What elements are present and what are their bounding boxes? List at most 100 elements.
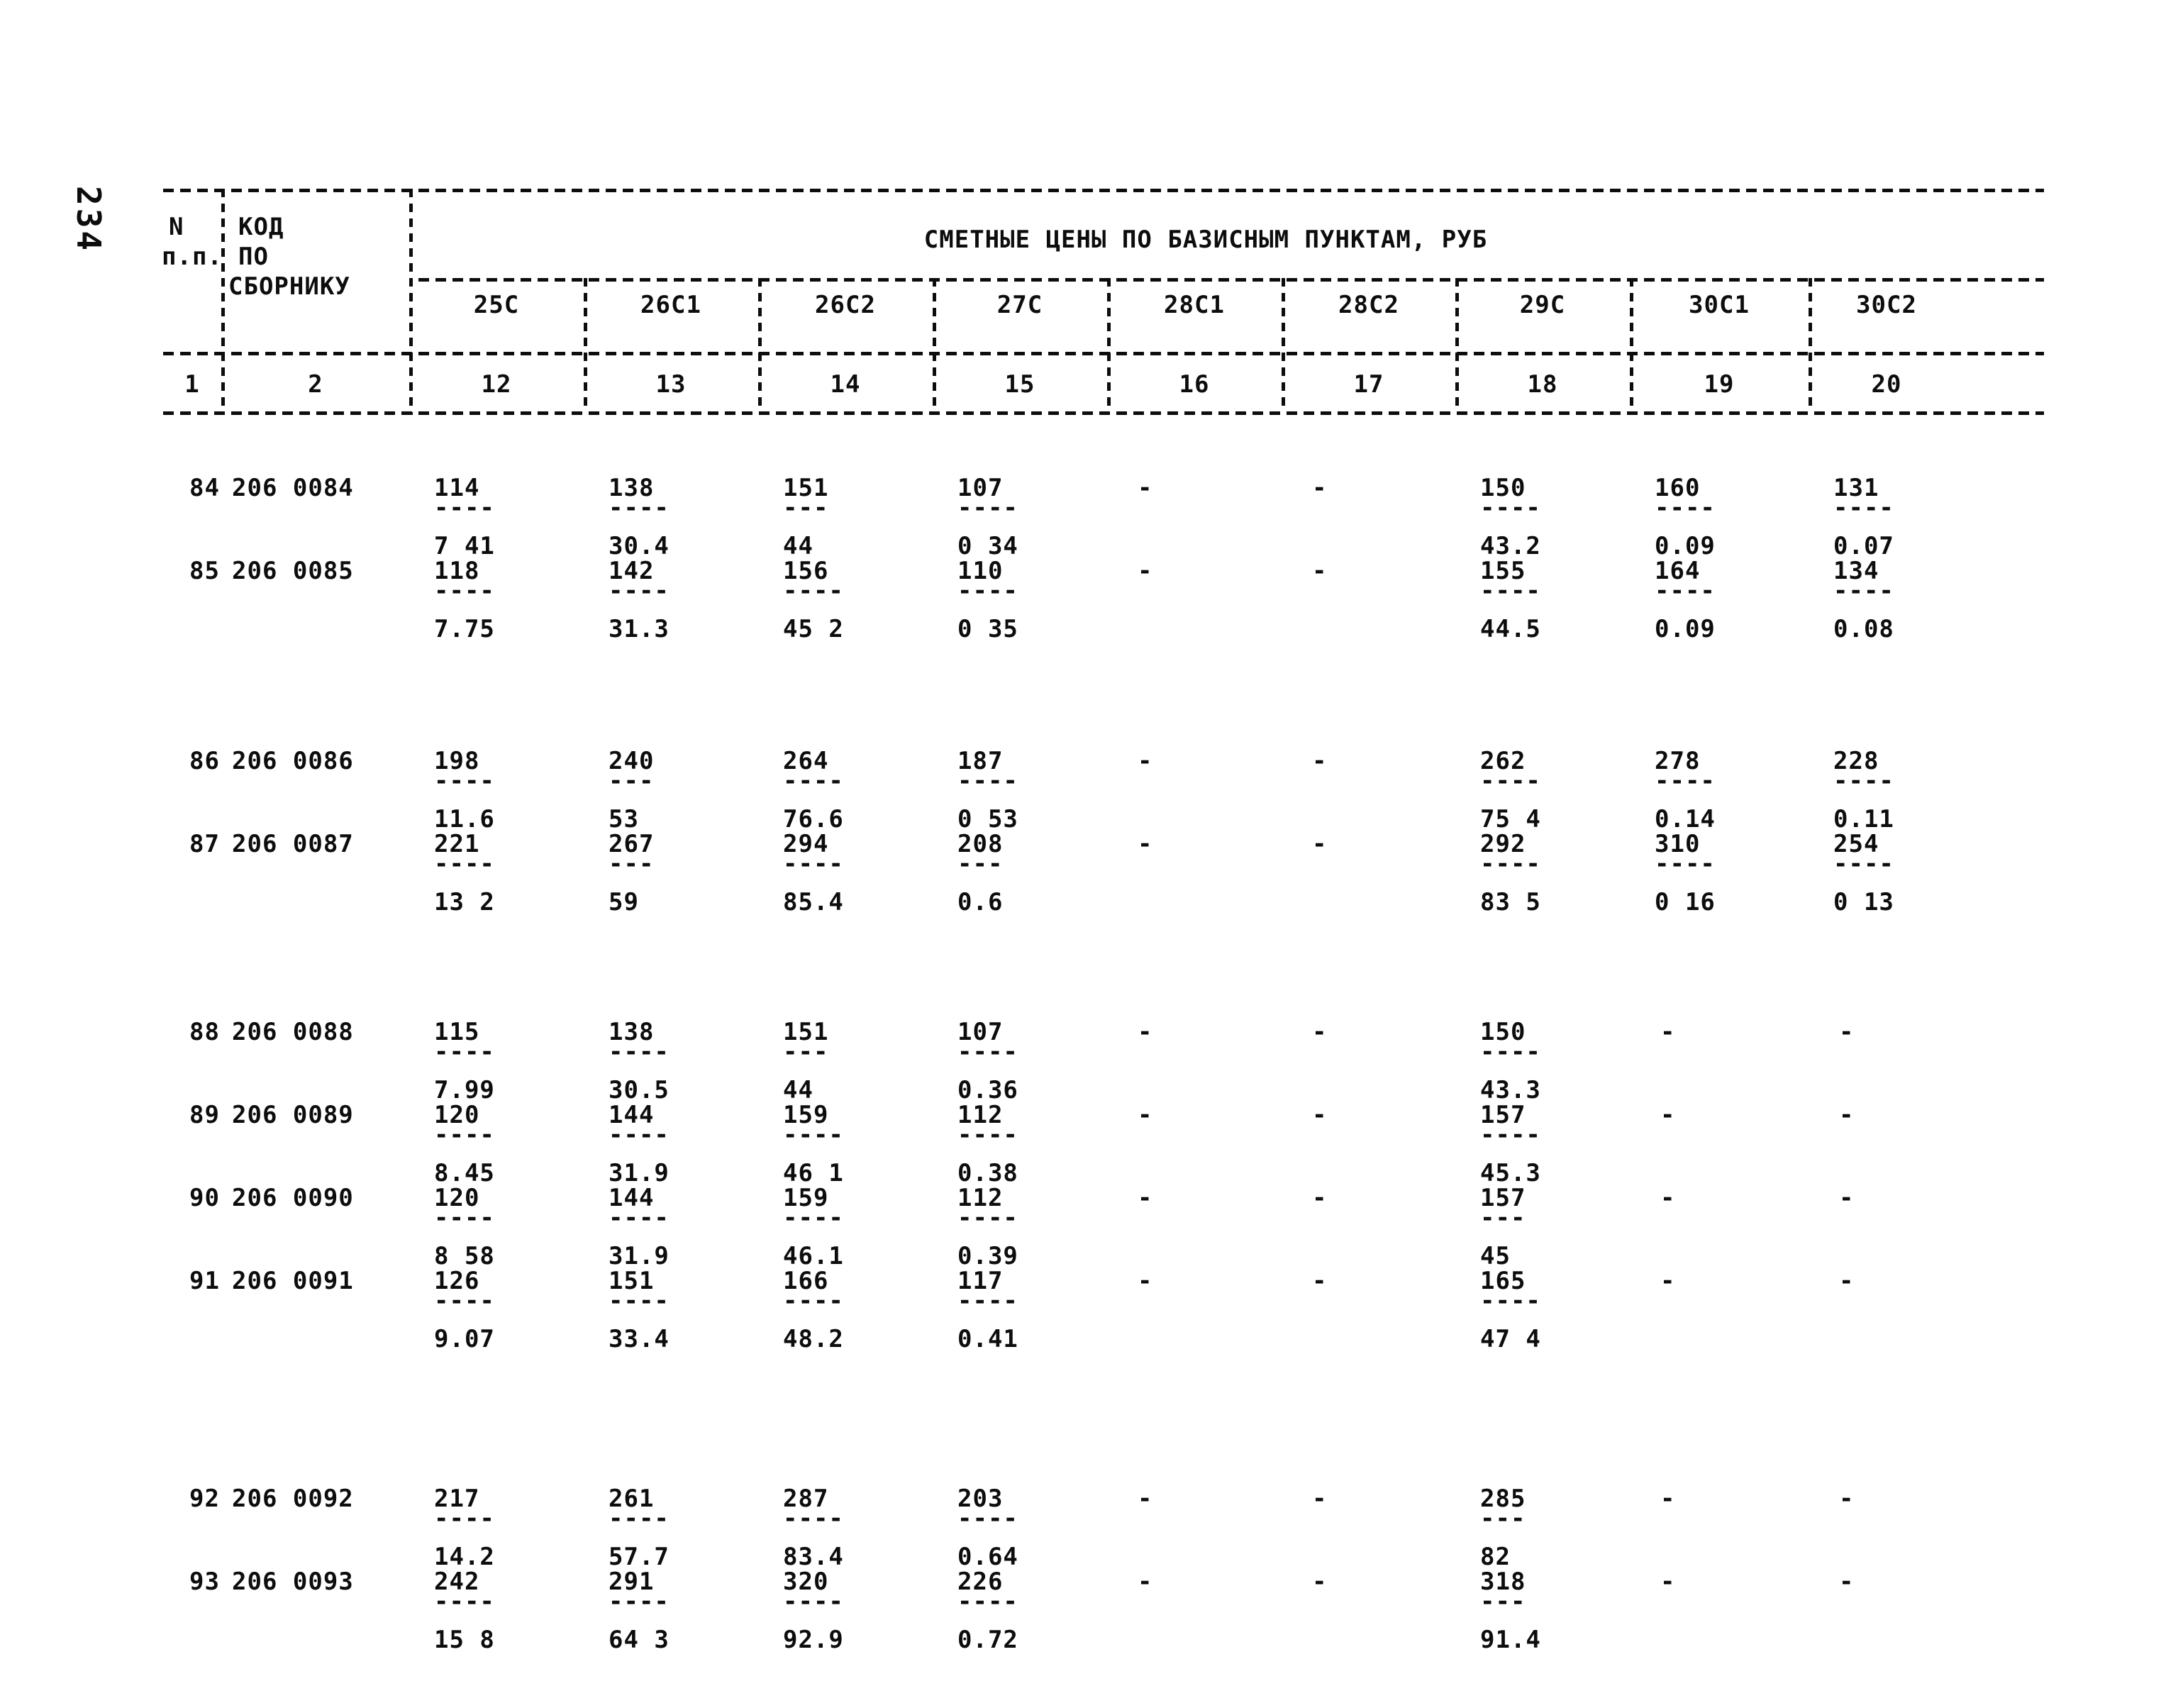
price-column-divider bbox=[1630, 278, 1633, 411]
price-denominator: 33.4 bbox=[609, 1325, 670, 1353]
header-code-line2: ПО bbox=[238, 243, 269, 271]
price-numerator: 134 bbox=[1833, 557, 1879, 585]
price-numerator: 159 bbox=[783, 1101, 829, 1129]
price-numerator: 112 bbox=[957, 1101, 1004, 1129]
price-column-divider bbox=[1107, 278, 1111, 411]
header-bottom-border bbox=[163, 352, 2044, 355]
price-denominator: 7.75 bbox=[434, 615, 495, 643]
column-index-number: 20 bbox=[1871, 370, 1902, 399]
price-denominator: 53 bbox=[609, 805, 639, 833]
row-number: 93 bbox=[189, 1568, 220, 1596]
empty-value-dash: - bbox=[1138, 1018, 1153, 1046]
price-denominator: 0 16 bbox=[1655, 888, 1716, 916]
row-number: 86 bbox=[189, 747, 220, 775]
empty-value-dash: - bbox=[1138, 557, 1153, 585]
price-denominator: 83.4 bbox=[783, 1543, 844, 1571]
empty-value-dash: - bbox=[1312, 1568, 1328, 1596]
table-row: 86 206 0086 198 ---- 11.6 240 --- 53 264 ---- 76.6… bbox=[0, 747, 2183, 841]
price-numerator: 112 bbox=[957, 1184, 1004, 1212]
fraction-line: ---- bbox=[434, 577, 495, 605]
table-row: 88 206 0088 115 ---- 7.99 138 ---- 30.5 151 --- 44… bbox=[0, 1018, 2183, 1111]
price-numerator: 157 bbox=[1480, 1101, 1526, 1129]
price-numerator: 126 bbox=[434, 1267, 480, 1295]
price-column-label: 27С bbox=[996, 291, 1043, 319]
price-numerator: 208 bbox=[957, 830, 1004, 858]
fraction-line: --- bbox=[1480, 1204, 1526, 1232]
empty-value-dash: - bbox=[1138, 747, 1153, 775]
fraction-line: ---- bbox=[1480, 767, 1541, 795]
price-denominator: 44 bbox=[783, 1076, 813, 1104]
price-numerator: 164 bbox=[1655, 557, 1701, 585]
price-column-label: 28С1 bbox=[1164, 291, 1225, 319]
price-denominator: 0 13 bbox=[1833, 888, 1894, 916]
fraction-line: ---- bbox=[957, 577, 1018, 605]
empty-value-dash: - bbox=[1138, 830, 1153, 858]
price-numerator: 291 bbox=[609, 1568, 655, 1596]
price-numerator: 240 bbox=[609, 747, 655, 775]
fraction-line: ---- bbox=[1655, 767, 1716, 795]
row-number: 91 bbox=[189, 1267, 220, 1295]
fraction-line: ---- bbox=[434, 767, 495, 795]
fraction-line: ---- bbox=[783, 1287, 844, 1315]
price-numerator: 131 bbox=[1833, 474, 1879, 502]
fraction-line: ---- bbox=[1655, 494, 1716, 522]
empty-value-dash: - bbox=[1660, 1101, 1676, 1129]
fraction-line: --- bbox=[609, 767, 655, 795]
price-numerator: 166 bbox=[783, 1267, 829, 1295]
price-numerator: 318 bbox=[1480, 1568, 1526, 1596]
price-numerator: 151 bbox=[783, 1018, 829, 1046]
empty-value-dash: - bbox=[1312, 1184, 1328, 1212]
price-numerator: 287 bbox=[783, 1485, 829, 1513]
price-column-divider bbox=[584, 278, 587, 411]
fraction-line: --- bbox=[783, 494, 829, 522]
price-numerator: 150 bbox=[1480, 1018, 1526, 1046]
fraction-line: ---- bbox=[434, 1121, 495, 1149]
empty-value-dash: - bbox=[1138, 1267, 1153, 1295]
price-numerator: 228 bbox=[1833, 747, 1879, 775]
column-index-number: 17 bbox=[1353, 370, 1384, 399]
price-denominator: 7.99 bbox=[434, 1076, 495, 1104]
fraction-line: ---- bbox=[1480, 577, 1541, 605]
side-page-number: 234 bbox=[70, 186, 108, 254]
row-number: 85 bbox=[189, 557, 220, 585]
price-column-label: 28С2 bbox=[1338, 291, 1399, 319]
table-row: 85 206 0085 118 ---- 7.75 142 ---- 31.3 156 ---- 4… bbox=[0, 557, 2183, 650]
column-index-number: 19 bbox=[1704, 370, 1735, 399]
fraction-line: ---- bbox=[609, 1504, 670, 1533]
column-index-number: 18 bbox=[1527, 370, 1558, 399]
fraction-line: ---- bbox=[434, 1504, 495, 1533]
empty-value-dash: - bbox=[1660, 1568, 1676, 1596]
price-denominator: 0.36 bbox=[957, 1076, 1018, 1104]
fraction-line: ---- bbox=[1833, 850, 1894, 878]
fraction-line: ---- bbox=[957, 1504, 1018, 1533]
empty-value-dash: - bbox=[1138, 1568, 1153, 1596]
price-column-divider bbox=[1455, 278, 1459, 411]
fraction-line: ---- bbox=[783, 577, 844, 605]
price-numerator: 107 bbox=[957, 474, 1004, 502]
divider-code-prices bbox=[409, 189, 413, 415]
price-denominator: 44.5 bbox=[1480, 615, 1541, 643]
price-numerator: 310 bbox=[1655, 830, 1701, 858]
price-numerator: 117 bbox=[957, 1267, 1004, 1295]
column-index-number: 16 bbox=[1179, 370, 1210, 399]
empty-value-dash: - bbox=[1138, 1101, 1153, 1129]
price-numerator: 203 bbox=[957, 1485, 1004, 1513]
price-numerator: 156 bbox=[783, 557, 829, 585]
price-column-label: 26С2 bbox=[815, 291, 876, 319]
price-denominator: 30.4 bbox=[609, 532, 670, 560]
price-denominator: 8.45 bbox=[434, 1159, 495, 1187]
price-denominator: 0.09 bbox=[1655, 532, 1716, 560]
row-code: 206 0085 bbox=[232, 557, 354, 585]
table-row: 93 206 0093 242 ---- 15 8 291 ---- 64 3 320 ---- 9… bbox=[0, 1568, 2183, 1661]
price-denominator: 0.64 bbox=[957, 1543, 1018, 1571]
price-denominator: 0 53 bbox=[957, 805, 1018, 833]
price-numerator: 142 bbox=[609, 557, 655, 585]
prices-span-title: СМЕТНЫЕ ЦЕНЫ ПО БАЗИСНЫМ ПУНКТАМ, РУБ bbox=[923, 226, 1488, 254]
fraction-line: ---- bbox=[957, 767, 1018, 795]
price-numerator: 160 bbox=[1655, 474, 1701, 502]
table-row: 84 206 0084 114 ---- 7 41 138 ---- 30.4 151 --- 44… bbox=[0, 474, 2183, 567]
empty-value-dash: - bbox=[1312, 557, 1328, 585]
empty-value-dash: - bbox=[1312, 1485, 1328, 1513]
empty-value-dash: - bbox=[1312, 1267, 1328, 1295]
price-denominator: 64 3 bbox=[609, 1626, 670, 1654]
